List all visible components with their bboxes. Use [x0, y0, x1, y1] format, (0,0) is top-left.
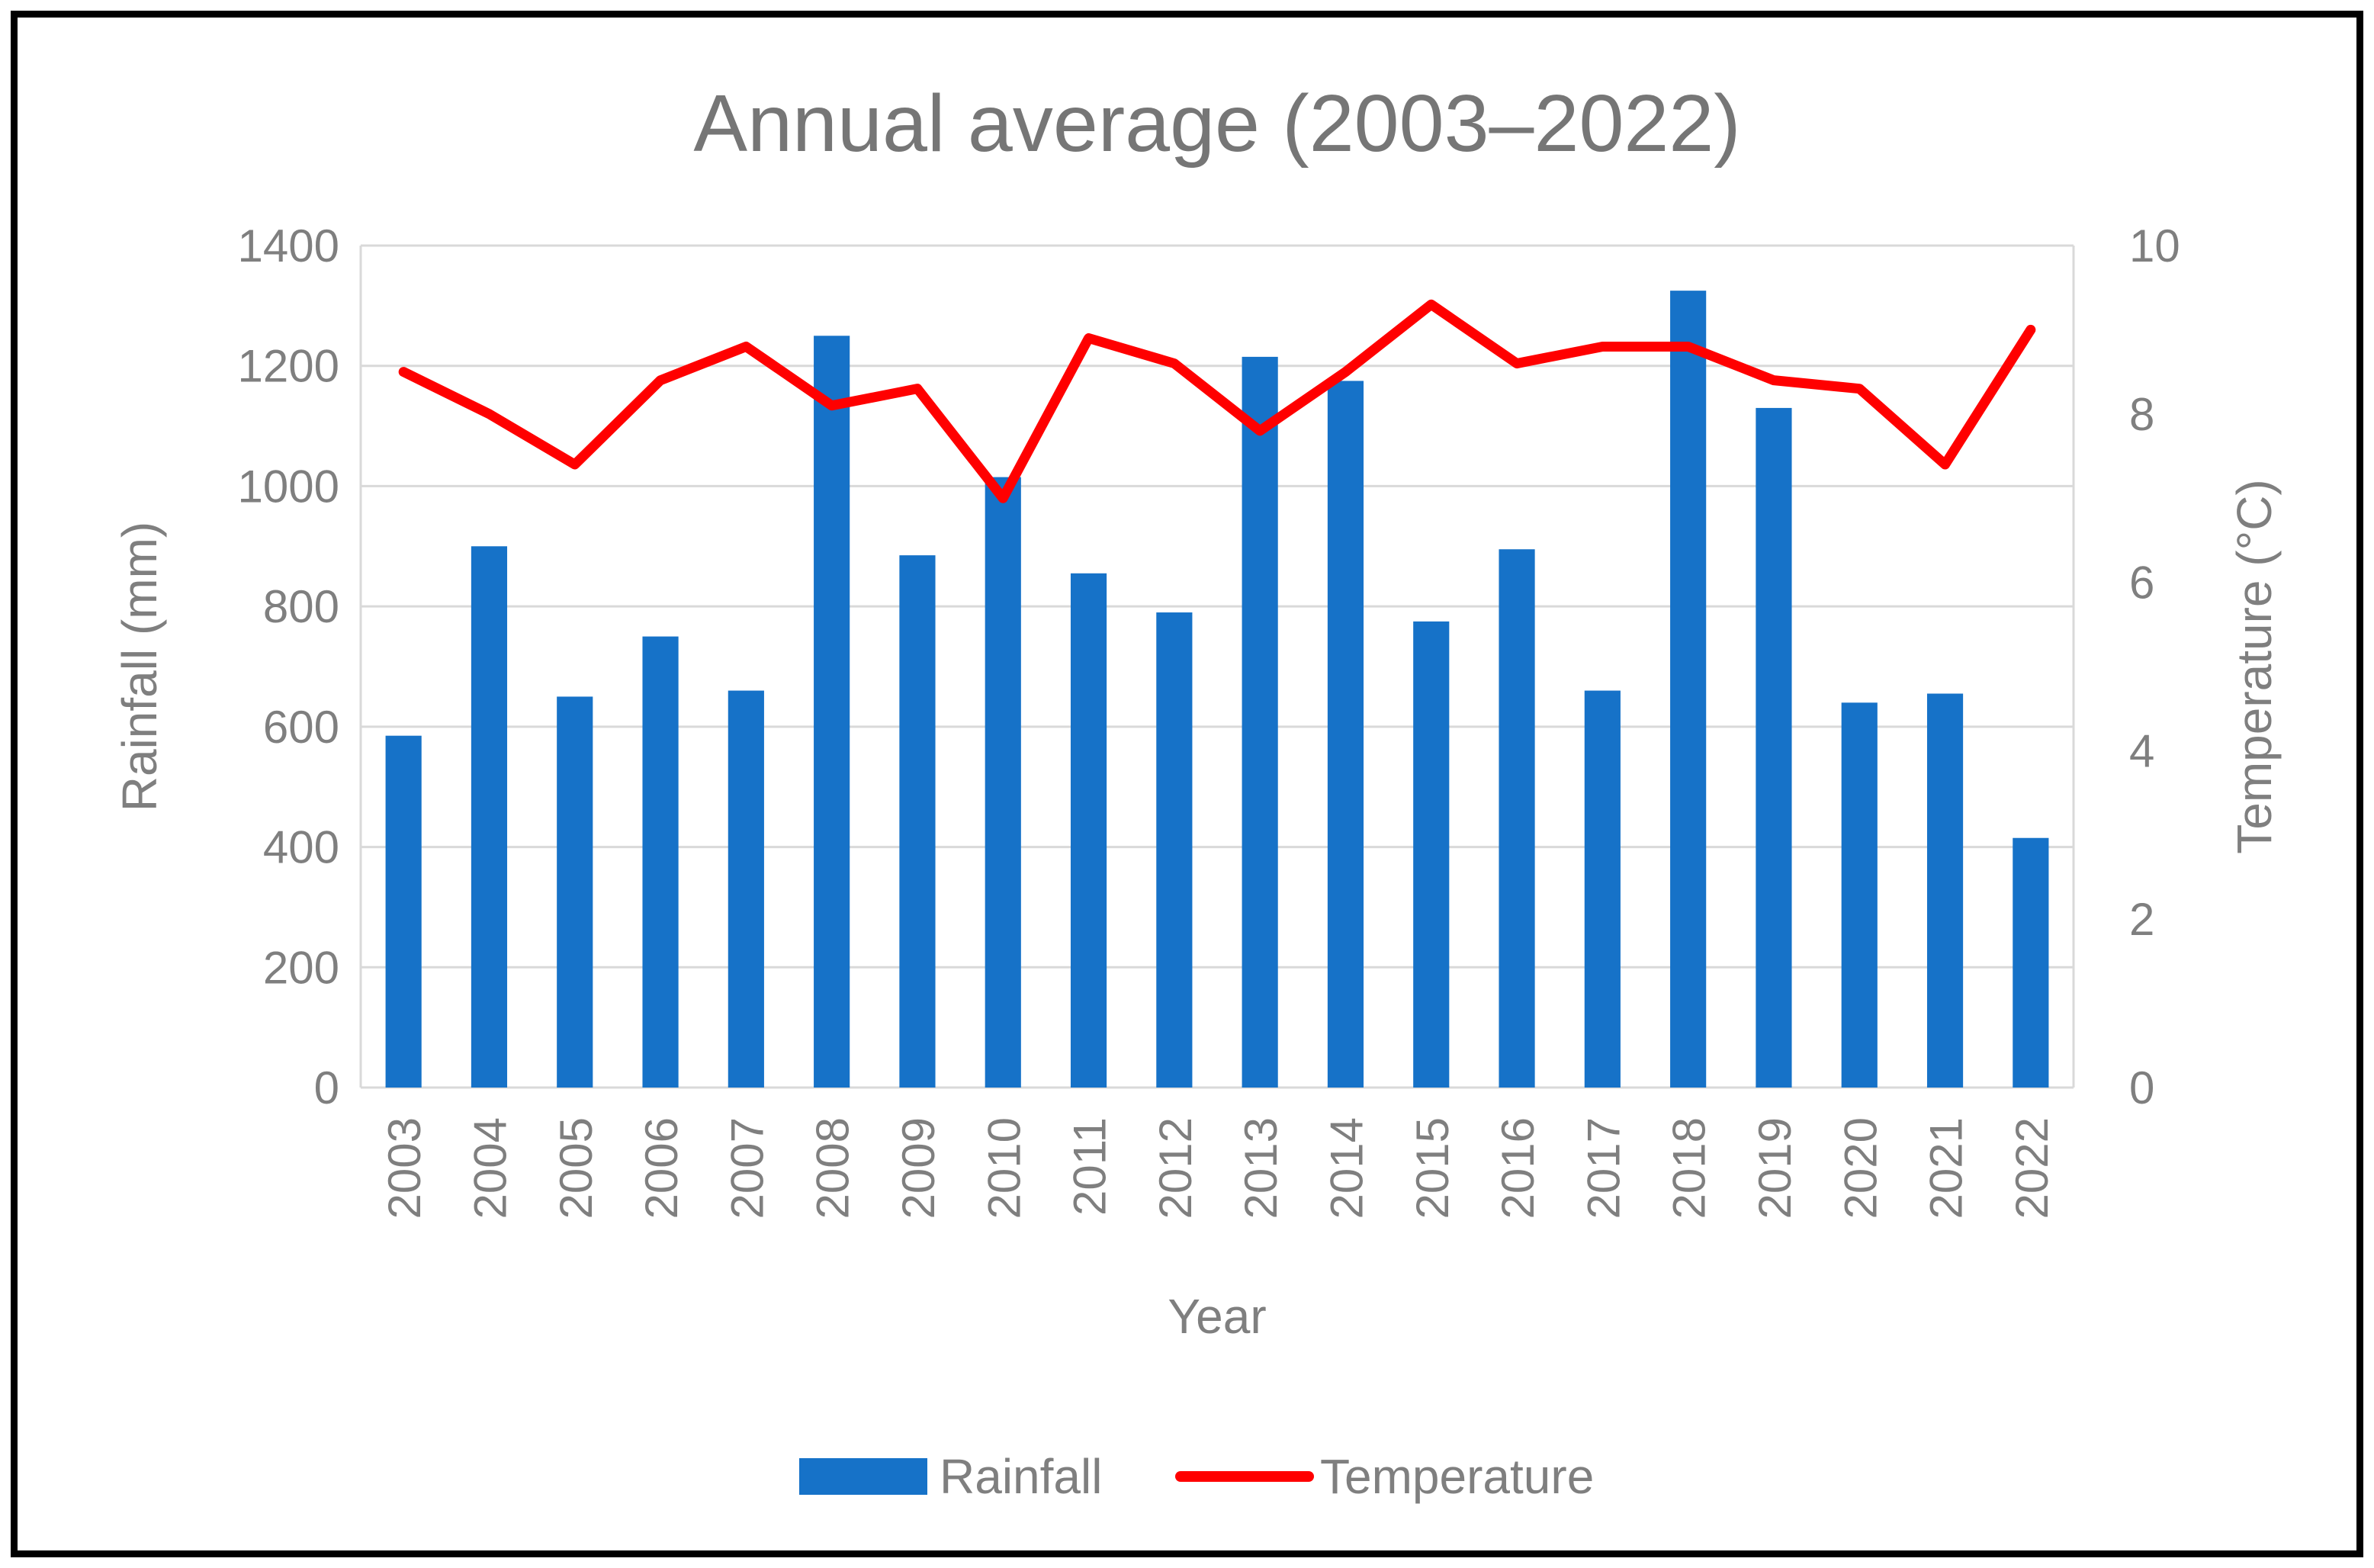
bar-2016	[1499, 549, 1535, 1088]
y-left-tick-0: 0	[314, 1062, 339, 1113]
bar-2006	[642, 636, 679, 1088]
x-tick-2016: 2016	[1492, 1117, 1544, 1219]
y-left-tick-1400: 1400	[238, 220, 339, 272]
x-tick-2009: 2009	[893, 1117, 944, 1219]
temperature-line	[398, 299, 2036, 503]
bar-2020	[1841, 702, 1878, 1088]
x-tick-2015: 2015	[1407, 1117, 1458, 1219]
chart-title: Annual average (2003–2022)	[693, 79, 1740, 169]
x-tick-2010: 2010	[978, 1117, 1030, 1219]
x-tick-2007: 2007	[721, 1117, 773, 1219]
bar-2017	[1584, 690, 1621, 1088]
y-left-axis-title: Rainfall (mm)	[112, 522, 167, 811]
bar-2014	[1327, 381, 1364, 1088]
y-left-tick-400: 400	[263, 822, 339, 873]
y-right-tick-2: 2	[2129, 894, 2154, 945]
y-left-tick-600: 600	[263, 702, 339, 753]
y-right-tick-0: 0	[2129, 1062, 2154, 1113]
x-tick-2017: 2017	[1578, 1117, 1629, 1219]
x-tick-2018: 2018	[1664, 1117, 1715, 1219]
y-left-tick-1000: 1000	[238, 461, 339, 512]
bar-2004	[471, 546, 508, 1088]
bar-2007	[728, 690, 764, 1088]
bar-2011	[1070, 573, 1107, 1088]
rainfall-bars	[385, 291, 2049, 1088]
x-tick-2019: 2019	[1749, 1117, 1801, 1219]
y-left-tick-labels: 0 200 400 600 800 1000 1200 1400	[238, 220, 339, 1113]
x-tick-2011: 2011	[1065, 1117, 1116, 1216]
y-right-tick-4: 4	[2129, 725, 2154, 776]
x-tick-2008: 2008	[808, 1117, 859, 1219]
y-right-tick-10: 10	[2129, 220, 2180, 272]
bar-2010	[985, 477, 1021, 1088]
bar-2009	[899, 555, 936, 1088]
legend-rainfall-label: Rainfall	[940, 1449, 1102, 1504]
x-tick-2013: 2013	[1235, 1117, 1287, 1219]
legend-temperature-label: Temperature	[1320, 1449, 1594, 1504]
legend-rainfall-swatch	[799, 1458, 927, 1495]
bar-2003	[385, 735, 422, 1088]
x-axis-title: Year	[1168, 1289, 1266, 1344]
x-tick-2006: 2006	[636, 1117, 687, 1219]
bar-2021	[1926, 693, 1964, 1088]
legend: Rainfall Temperature	[799, 1449, 1594, 1504]
x-tick-2022: 2022	[2006, 1117, 2058, 1219]
bar-2015	[1413, 621, 1450, 1088]
y-left-tick-800: 800	[263, 581, 339, 632]
x-tick-2003: 2003	[379, 1117, 430, 1219]
bar-2013	[1242, 356, 1278, 1088]
x-tick-2021: 2021	[1921, 1117, 1972, 1219]
x-tick-2014: 2014	[1321, 1117, 1372, 1219]
gridlines	[359, 244, 2075, 1089]
y-left-tick-1200: 1200	[238, 341, 339, 392]
bar-2012	[1156, 612, 1193, 1088]
x-tick-2012: 2012	[1150, 1117, 1201, 1219]
bar-2005	[557, 696, 593, 1088]
x-tick-labels: 2003 2004 2005 2006 2007 2008 2009 2010 2011 2012…	[379, 1117, 2058, 1219]
y-right-axis-title: Temperature (°C)	[2227, 479, 2282, 854]
bar-2008	[814, 336, 850, 1088]
x-tick-2004: 2004	[464, 1117, 516, 1219]
bar-2022	[2013, 837, 2049, 1088]
y-right-tick-6: 6	[2129, 557, 2154, 609]
x-tick-2020: 2020	[1835, 1117, 1886, 1219]
bar-2019	[1756, 407, 1792, 1088]
y-right-tick-labels: 0 2 4 6 8 10	[2129, 220, 2180, 1113]
y-left-tick-200: 200	[263, 942, 339, 993]
bar-2018	[1670, 291, 1707, 1088]
x-tick-2005: 2005	[551, 1117, 602, 1219]
y-right-tick-8: 8	[2129, 389, 2154, 440]
